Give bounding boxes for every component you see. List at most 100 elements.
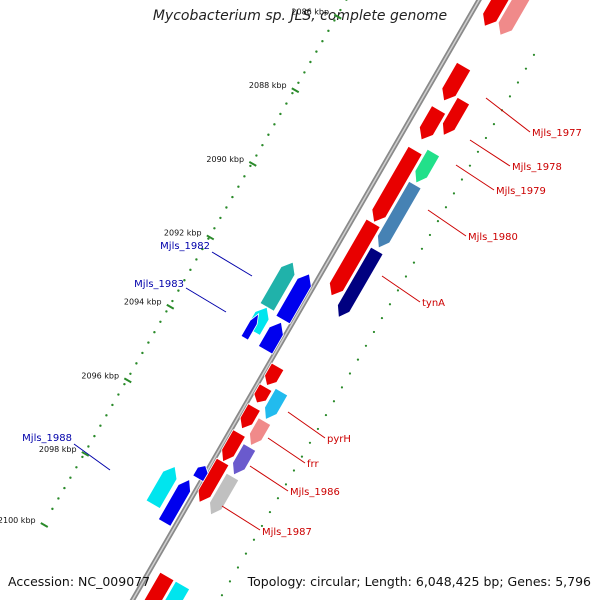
ruler-dot	[207, 237, 210, 240]
outer-ruler-dot	[276, 497, 280, 500]
ruler-dot	[189, 268, 192, 272]
gene-feature-mjls_1986[interactable]	[221, 429, 246, 463]
genome-backbone	[129, 0, 482, 600]
ruler-dot	[213, 227, 216, 230]
ruler-dot	[249, 164, 252, 168]
ruler-dot	[315, 50, 318, 53]
ruler-major-tick	[166, 303, 175, 310]
gene-feature-mjls_1986[interactable]	[232, 443, 257, 476]
ruler-dot	[57, 497, 60, 500]
ruler-dot	[153, 331, 156, 334]
outer-ruler-dot	[364, 344, 368, 347]
outer-ruler-dot	[404, 275, 408, 278]
outer-ruler-dot	[356, 358, 360, 361]
ruler-dot	[99, 424, 102, 427]
ruler-major-tick	[123, 377, 132, 384]
ruler-dot	[201, 247, 204, 251]
gene-feature-mjls_1988[interactable]	[192, 465, 209, 483]
outer-ruler-dot	[412, 261, 416, 264]
gene-feature-mjls_1979[interactable]	[414, 148, 441, 184]
outer-ruler-dot	[348, 372, 352, 375]
gene-feature-frr[interactable]	[249, 417, 272, 447]
ruler-label: 2094 kbp	[124, 298, 162, 307]
outer-ruler-dot	[324, 413, 328, 417]
gene-feature-mjls_1987[interactable]	[209, 472, 240, 516]
gene-feature-mjls_1979[interactable]	[442, 96, 471, 137]
genome-summary-text: Topology: circular; Length: 6,048,425 bp…	[247, 574, 591, 589]
gene-feature-pyrh[interactable]	[264, 362, 285, 387]
ruler-dot	[309, 60, 312, 64]
ruler-dot	[75, 466, 78, 469]
gene-feature-pyrh[interactable]	[253, 383, 273, 404]
gene-feature-mjls_1980[interactable]	[371, 145, 423, 223]
outer-ruler-dot	[244, 552, 248, 555]
gene-feature-pyrh[interactable]	[264, 387, 289, 421]
ruler-label: 2100 kbp	[0, 516, 36, 525]
ruler-labels: 2086 kbp 2088 kbp 2090 kbp 2092 kbp 2094 kbp…	[0, 8, 342, 528]
gene-feature-mjls_1988[interactable]	[143, 571, 175, 600]
ruler-label: 2098 kbp	[39, 445, 77, 454]
gene-label-mjls_1988[interactable]: Mjls_1988	[22, 433, 72, 444]
ruler-dot	[285, 102, 288, 105]
gene-feature-frr[interactable]	[239, 403, 261, 430]
outer-ruler-dot	[428, 233, 432, 237]
gene-label-mjls_1978[interactable]: Mjls_1978	[512, 162, 562, 173]
gene-label-mjls_1980[interactable]: Mjls_1980	[468, 232, 518, 243]
ruler-dot	[123, 382, 126, 386]
leader-line	[469, 139, 511, 167]
ruler-dot	[135, 362, 138, 365]
backbone-highlight	[131, 0, 480, 600]
gene-feature-tyna[interactable]	[328, 218, 381, 297]
gene-feature-mjls_1978[interactable]	[441, 61, 472, 102]
gene-label-mjls_1983[interactable]: Mjls_1983	[134, 279, 184, 290]
gene-feature-mjls_1988[interactable]	[157, 478, 191, 527]
gene-label-mjls_1986[interactable]: Mjls_1986	[290, 487, 340, 498]
ruler-dot	[225, 206, 228, 209]
outer-ruler-dot	[308, 441, 312, 444]
gene-feature-mjls_1979[interactable]	[418, 105, 447, 141]
ruler-dot	[219, 216, 222, 220]
ruler-dot	[117, 393, 120, 396]
ruler-dot	[51, 507, 54, 511]
gene-label-frr[interactable]: frr	[307, 459, 319, 470]
gene-feature-tyna[interactable]	[337, 246, 384, 318]
gene-label-mjls_1982[interactable]: Mjls_1982	[160, 241, 210, 252]
ruler-major-tick	[206, 234, 215, 241]
outer-ruler-dot	[460, 178, 464, 181]
gene-feature-mjls_1977[interactable]	[497, 0, 537, 36]
ruler-dot	[195, 258, 198, 261]
gene-label-mjls_1979[interactable]: Mjls_1979	[496, 186, 546, 197]
gene-label-mjls_1987[interactable]: Mjls_1987	[262, 527, 312, 538]
outer-ruler-dot	[420, 247, 424, 250]
gene-feature-mjls_1983[interactable]	[240, 312, 260, 341]
gene-feature-mjls_1986[interactable]	[197, 457, 230, 503]
gene-feature-mjls_1982[interactable]	[275, 273, 312, 325]
outer-ruler-dot	[524, 67, 528, 70]
ruler-dot	[273, 123, 276, 126]
gene-feature-mjls_1988[interactable]	[158, 580, 191, 600]
ruler-dot	[63, 486, 66, 490]
gene-feature-mjls_1980[interactable]	[377, 180, 422, 249]
gene-label-mjls_1977[interactable]: Mjls_1977	[532, 128, 582, 139]
ruler-major-tick	[81, 451, 90, 457]
outer-ruler-dot	[492, 123, 496, 126]
gene-feature-mjls_1988[interactable]	[145, 465, 178, 510]
ruler-major-tick	[291, 87, 300, 94]
gene-label-pyrh[interactable]: pyrH	[327, 434, 351, 445]
ruler-dot	[111, 403, 114, 407]
accession-text: Accession: NC_009077	[8, 574, 151, 589]
leader-line	[287, 411, 326, 439]
gene-label-tyna[interactable]: tynA	[422, 298, 445, 309]
ruler-dot	[159, 320, 162, 324]
ruler-dot	[81, 455, 84, 459]
leader-line	[427, 209, 467, 237]
outer-ruler-dot	[396, 289, 400, 292]
outer-ruler-dot	[316, 427, 320, 431]
outer-ruler-dot	[228, 580, 232, 583]
leader-line	[185, 287, 227, 313]
gene-feature-mjls_1983[interactable]	[257, 321, 284, 355]
gene-feature-mjls_1977[interactable]	[482, 0, 522, 27]
outer-ruler-dot	[476, 150, 480, 153]
ruler-dot	[129, 372, 132, 375]
ruler-dot	[267, 133, 270, 136]
